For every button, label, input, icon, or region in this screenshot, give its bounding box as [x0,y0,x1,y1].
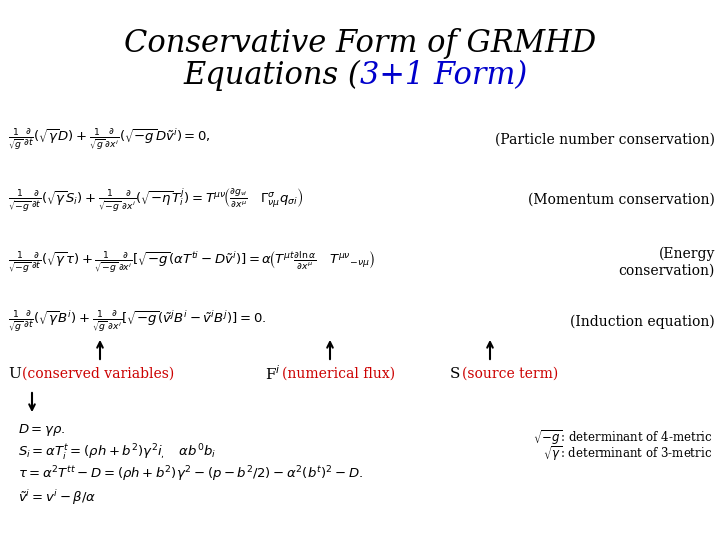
Text: $\frac{1}{\sqrt{-g}}\frac{\partial}{\partial t}(\sqrt{\gamma}\tau) + \frac{1}{\s: $\frac{1}{\sqrt{-g}}\frac{\partial}{\par… [8,249,375,275]
Text: $D = \gamma\rho.$: $D = \gamma\rho.$ [18,422,66,438]
Text: $\sqrt{-g}$: determinant of 4-metric: $\sqrt{-g}$: determinant of 4-metric [533,429,712,447]
Text: (Induction equation): (Induction equation) [570,315,715,329]
Text: (Energy
conservation): (Energy conservation) [618,247,715,278]
Text: Equations (: Equations ( [184,60,360,91]
Text: (source term): (source term) [462,367,558,381]
Text: $\frac{1}{\sqrt{g}}\frac{\partial}{\partial t}(\sqrt{\gamma}D) + \frac{1}{\sqrt{: $\frac{1}{\sqrt{g}}\frac{\partial}{\part… [8,127,211,153]
Text: $\frac{1}{\sqrt{g}}\frac{\partial}{\partial t}(\sqrt{\gamma}B^i) + \frac{1}{\sqr: $\frac{1}{\sqrt{g}}\frac{\partial}{\part… [8,309,266,335]
Text: $S_i = \alpha T^t_i = (\rho h + b^2)\gamma^2 i_,\quad \alpha b^0 b_i$: $S_i = \alpha T^t_i = (\rho h + b^2)\gam… [18,442,216,462]
Text: Conservative Form of GRMHD: Conservative Form of GRMHD [124,28,596,59]
Text: $\frac{1}{\sqrt{-g}}\frac{\partial}{\partial t}(\sqrt{\gamma}S_i) + \frac{1}{\sq: $\frac{1}{\sqrt{-g}}\frac{\partial}{\par… [8,186,303,214]
Text: (Particle number conservation): (Particle number conservation) [495,133,715,147]
Text: 3+1 Form): 3+1 Form) [360,60,527,91]
Text: $\tilde{v}^i = v^i - \beta/\alpha$: $\tilde{v}^i = v^i - \beta/\alpha$ [18,489,96,508]
Text: S: S [450,367,460,381]
Text: F$^i$: F$^i$ [265,364,281,383]
Text: (Momentum conservation): (Momentum conservation) [528,193,715,207]
Text: (numerical flux): (numerical flux) [282,367,395,381]
Text: U: U [8,367,21,381]
Text: $\tau = \alpha^2 T^{tt} - D = (\rho h + b^2)\gamma^2 - (p - b^2/2) - \alpha^2(b^: $\tau = \alpha^2 T^{tt} - D = (\rho h + … [18,464,364,484]
Text: $\sqrt{\gamma}$: determinant of 3-metric: $\sqrt{\gamma}$: determinant of 3-metric [543,444,712,463]
Text: (conserved variables): (conserved variables) [22,367,174,381]
